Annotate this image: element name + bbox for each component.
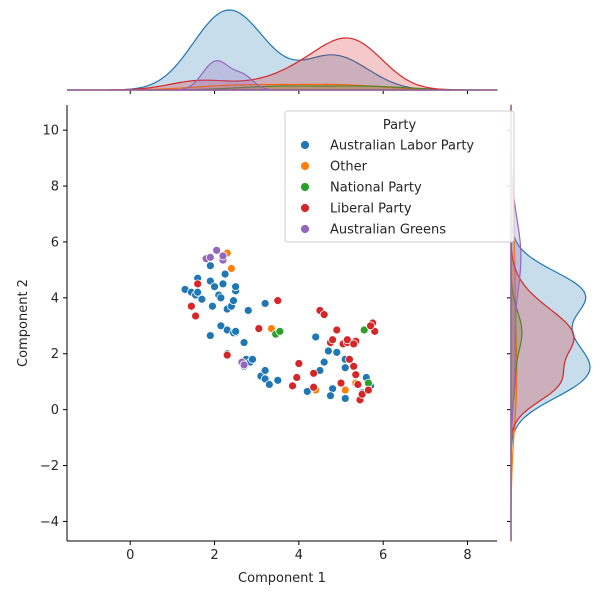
top-kde-australian-greens: [67, 60, 497, 91]
point-australian-labor-party: [264, 380, 274, 389]
point-other: [340, 385, 350, 395]
point-liberal-party: [319, 310, 329, 320]
y-tick-label: 2: [51, 347, 59, 362]
y-tick-label: 8: [51, 180, 59, 195]
point-australian-labor-party: [231, 326, 241, 336]
point-liberal-party: [357, 389, 367, 399]
point-liberal-party: [351, 370, 361, 380]
right-kde-liberal-party: [510, 105, 575, 541]
y-tick-label: 10: [42, 124, 59, 139]
legend-marker: [300, 161, 310, 171]
point-australian-labor-party: [205, 331, 215, 340]
legend-marker: [300, 224, 310, 234]
y-tick-label: 4: [51, 291, 59, 306]
legend-entry-label: Australian Labor Party: [330, 139, 474, 154]
legend-entry-label: Liberal Party: [330, 202, 412, 217]
point-australian-greens: [239, 360, 249, 370]
top-kde-liberal-party: [67, 37, 497, 91]
point-liberal-party: [349, 361, 359, 371]
y-axis-label: Component 2: [16, 279, 31, 367]
point-australian-labor-party: [326, 391, 335, 401]
legend-box: [284, 110, 515, 243]
legend-entry-label: Australian Greens: [330, 223, 446, 238]
y-tick-label: 6: [51, 235, 59, 250]
x-tick-label: 0: [126, 548, 134, 563]
point-australian-labor-party: [260, 366, 270, 375]
point-other: [227, 264, 236, 273]
point-liberal-party: [342, 335, 352, 345]
point-australian-labor-party: [340, 394, 350, 403]
point-liberal-party: [332, 325, 342, 335]
point-liberal-party: [366, 321, 375, 331]
point-australian-labor-party: [229, 296, 238, 306]
point-australian-greens: [212, 245, 222, 255]
point-liberal-party: [349, 339, 359, 349]
x-tick-label: 4: [295, 548, 303, 563]
legend-entry-label: National Party: [330, 181, 422, 196]
legend: Party Australian Labor Party Other National…: [284, 110, 515, 243]
point-liberal-party: [364, 385, 373, 395]
point-australian-labor-party: [218, 279, 228, 289]
point-australian-labor-party: [340, 363, 350, 373]
y-tick-label: −4: [40, 515, 59, 530]
point-australian-labor-party: [197, 294, 207, 304]
point-australian-labor-party: [210, 282, 219, 292]
point-australian-labor-party: [311, 332, 321, 342]
point-australian-labor-party: [323, 346, 333, 356]
x-tick-label: 8: [463, 548, 471, 563]
y-tick-label: 0: [51, 403, 59, 418]
point-australian-labor-party: [302, 387, 312, 396]
point-australian-labor-party: [208, 301, 217, 311]
point-liberal-party: [294, 359, 304, 368]
point-australian-labor-party: [273, 375, 283, 385]
point-australian-labor-party: [231, 282, 241, 292]
point-australian-labor-party: [216, 321, 226, 331]
point-liberal-party: [309, 368, 319, 378]
legend-entry-label: Other: [330, 160, 368, 175]
point-australian-labor-party: [332, 347, 342, 357]
legend-marker: [300, 182, 310, 192]
point-australian-labor-party: [205, 261, 215, 271]
point-liberal-party: [353, 380, 363, 389]
point-liberal-party: [254, 324, 264, 333]
point-australian-labor-party: [248, 354, 257, 364]
point-liberal-party: [336, 378, 346, 388]
point-liberal-party: [288, 381, 297, 391]
point-liberal-party: [191, 311, 200, 321]
point-australian-greens: [218, 251, 228, 261]
point-australian-labor-party: [193, 287, 203, 297]
point-liberal-party: [345, 354, 354, 364]
x-tick-label: 6: [379, 548, 387, 563]
point-national-party: [275, 326, 285, 336]
legend-title: Party: [383, 118, 417, 133]
x-tick-label: 2: [210, 548, 218, 563]
point-australian-labor-party: [243, 306, 253, 315]
point-australian-labor-party: [239, 338, 249, 347]
top-marginal-kde: [67, 9, 498, 94]
point-australian-labor-party: [216, 293, 226, 303]
point-liberal-party: [309, 382, 319, 392]
right-marginal-kde: [507, 104, 591, 542]
point-liberal-party: [186, 301, 196, 311]
point-australian-labor-party: [220, 269, 230, 279]
point-australian-greens: [205, 252, 215, 262]
point-australian-labor-party: [260, 299, 270, 308]
point-liberal-party: [222, 350, 232, 360]
y-tick-label: −2: [40, 459, 59, 474]
point-national-party: [359, 325, 369, 335]
legend-marker: [300, 140, 310, 150]
point-liberal-party: [328, 335, 337, 345]
x-axis-label: Component 1: [238, 571, 326, 586]
point-liberal-party: [193, 279, 203, 289]
main-scatter-axes: 0 2 4 6 8 −4 −2 0 2 4 6 8 10 Component 1 Component 2: [16, 105, 497, 586]
scatter-points: [180, 245, 380, 405]
point-liberal-party: [292, 373, 302, 382]
point-australian-labor-party: [319, 357, 329, 367]
point-liberal-party: [273, 296, 283, 306]
legend-marker: [300, 203, 310, 213]
